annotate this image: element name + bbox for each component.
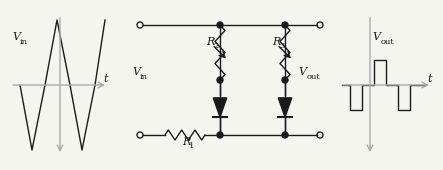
Text: in: in — [20, 38, 28, 46]
Text: 1: 1 — [189, 142, 194, 150]
Text: V: V — [298, 67, 306, 77]
Circle shape — [282, 132, 288, 138]
Text: 2: 2 — [213, 42, 218, 50]
Text: V: V — [372, 32, 380, 42]
Text: V: V — [132, 67, 140, 77]
Text: 3: 3 — [279, 42, 284, 50]
Text: t: t — [103, 74, 108, 84]
Text: R: R — [206, 37, 214, 47]
Text: in: in — [140, 73, 148, 81]
Text: out: out — [307, 73, 321, 81]
Circle shape — [217, 22, 223, 28]
Text: t: t — [427, 74, 431, 84]
Polygon shape — [213, 98, 227, 117]
Text: R: R — [182, 137, 190, 147]
Text: V: V — [12, 32, 20, 42]
Text: R: R — [272, 37, 280, 47]
Circle shape — [217, 77, 223, 83]
Polygon shape — [278, 98, 292, 117]
Circle shape — [282, 77, 288, 83]
Circle shape — [217, 132, 223, 138]
Circle shape — [282, 22, 288, 28]
Text: out: out — [381, 38, 395, 46]
